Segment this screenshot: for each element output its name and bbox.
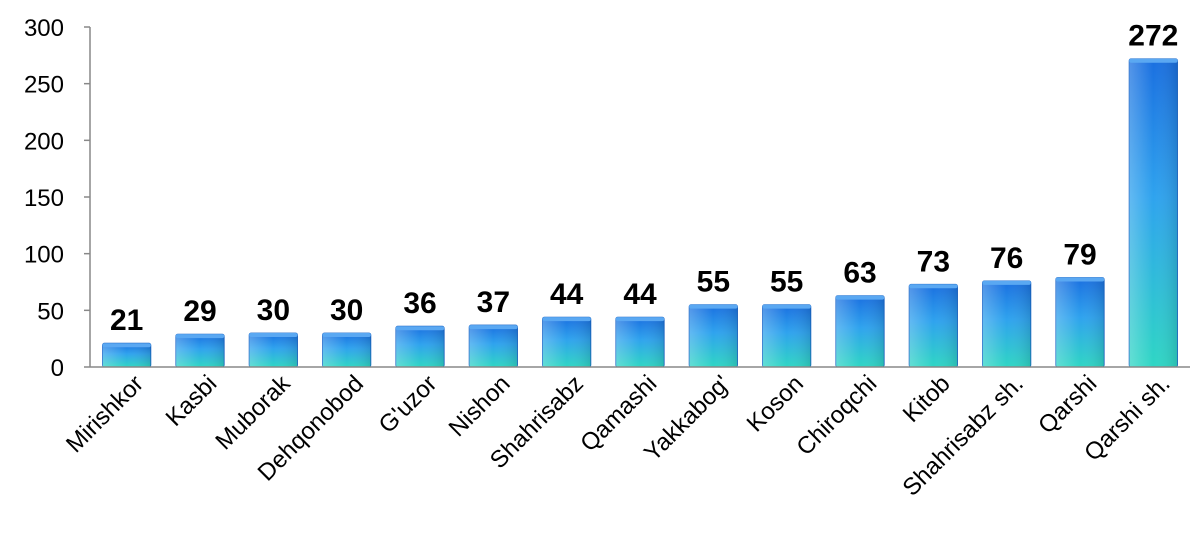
bar-top-bevel: [762, 304, 811, 309]
bar-shine: [689, 304, 738, 367]
data-label: 73: [917, 245, 950, 278]
data-label: 30: [330, 294, 363, 327]
bar-shine: [322, 333, 371, 367]
bar-top-bevel: [835, 295, 885, 300]
bar-shine: [542, 317, 591, 367]
y-tick-label: 50: [37, 298, 64, 325]
bar-shine: [1055, 277, 1105, 367]
bar-shine: [175, 334, 225, 367]
bar-shine: [395, 326, 445, 367]
data-label: 21: [110, 304, 143, 337]
y-tick-label: 300: [24, 15, 64, 42]
data-label: 44: [623, 278, 657, 311]
category-label: G'uzor: [374, 370, 443, 439]
bar-top-bevel: [322, 333, 371, 337]
bar-shine: [762, 304, 811, 367]
data-label: 79: [1063, 238, 1096, 271]
data-label: 63: [843, 257, 876, 290]
bar-top-bevel: [102, 343, 151, 348]
y-tick-label: 250: [24, 72, 64, 99]
bar-shine: [1129, 58, 1178, 367]
category-label: Mirishkor: [61, 370, 149, 458]
bars: 21 29 30 30 36 37 44 44 55 55 63 73 76 79 272: [102, 20, 1178, 368]
bar-top-bevel: [1129, 58, 1178, 63]
data-label: 55: [770, 266, 803, 299]
bar-shine: [909, 284, 958, 367]
bar-shine: [249, 333, 298, 367]
category-label: Nishon: [444, 370, 516, 442]
data-label: 44: [550, 278, 584, 311]
y-tick-label: 100: [24, 242, 64, 269]
bar-top-bevel: [909, 284, 958, 289]
category-label: Kitob: [898, 370, 956, 428]
y-tick-label: 200: [24, 128, 64, 155]
bar-top-bevel: [469, 325, 518, 330]
data-label: 37: [477, 286, 510, 319]
y-tick-label: 150: [24, 185, 64, 212]
bar-shine: [102, 343, 151, 367]
bar-top-bevel: [689, 304, 738, 309]
bar-top-bevel: [175, 334, 225, 339]
y-tick-label: 0: [51, 355, 64, 382]
category-label: Koson: [742, 370, 809, 437]
category-label: Kasbi: [161, 370, 223, 432]
bar-top-bevel: [982, 280, 1031, 285]
category-label: Chiroqchi: [791, 370, 882, 461]
category-label: Qarshi: [1033, 370, 1102, 439]
bar-top-bevel: [1055, 277, 1105, 282]
data-label: 29: [183, 295, 216, 328]
bar-shine: [835, 295, 885, 367]
data-label: 76: [990, 242, 1023, 275]
bar-top-bevel: [395, 326, 445, 331]
bar-shine: [469, 325, 518, 367]
bar-top-bevel: [542, 317, 591, 322]
y-axis: 0 50 100 150 200 250 300: [24, 15, 91, 382]
bar-shine: [615, 317, 665, 367]
bar-top-bevel: [249, 333, 298, 337]
bar-top-bevel: [615, 317, 665, 322]
data-label: 36: [403, 287, 436, 320]
data-label: 55: [697, 266, 730, 299]
data-label: 30: [257, 294, 290, 327]
data-label: 272: [1128, 20, 1178, 53]
bar-shine: [982, 280, 1031, 367]
